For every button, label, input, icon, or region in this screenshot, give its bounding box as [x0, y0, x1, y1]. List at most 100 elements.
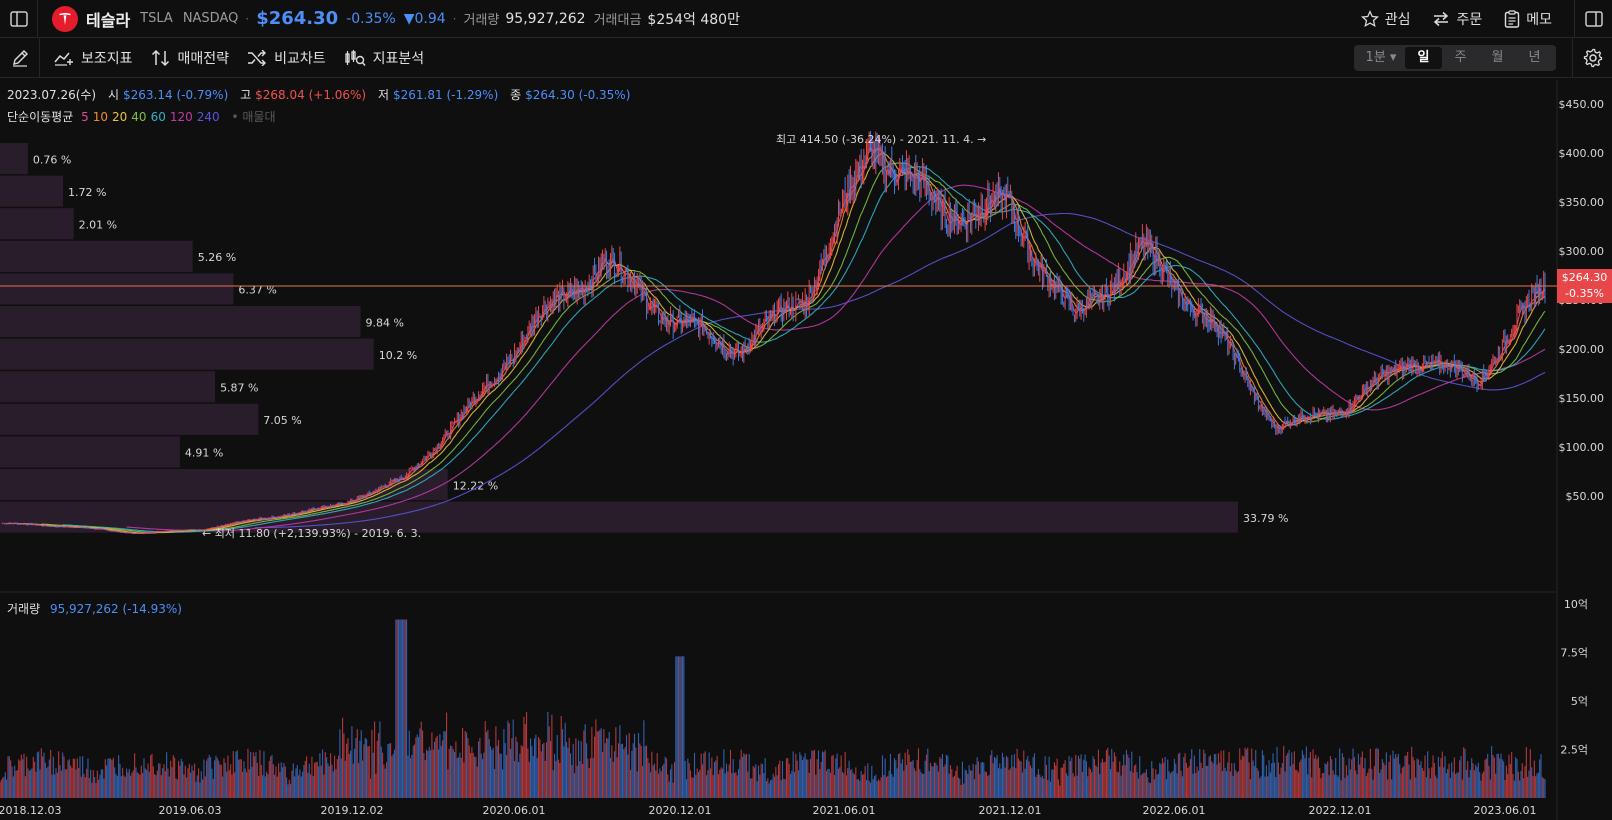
volume-label: 거래량	[463, 13, 500, 28]
sidebar-toggle-icon[interactable]	[0, 0, 38, 38]
trade-amount-value: $254억 480만	[647, 11, 740, 28]
badge-pct: -0.35%	[1565, 287, 1604, 300]
ma-line-60	[62, 166, 1546, 533]
ma-line-240	[254, 212, 1546, 529]
date-axis-tick: 2022.06.01	[1143, 804, 1206, 817]
volume-profile-label: 9.84 %	[366, 316, 404, 329]
price-axis-tick: $50.00	[1566, 490, 1605, 503]
period-1min-label: 1분	[1365, 50, 1386, 65]
volume-profile-label: 6.37 %	[238, 284, 276, 297]
trade-amount-label: 거래대금	[593, 13, 642, 28]
price-axis-tick: $400.00	[1559, 147, 1605, 160]
date-axis-tick: 2021.06.01	[813, 804, 876, 817]
volume-panel-value: 95,927,262 (-14.93%)	[49, 602, 182, 616]
top-bar: 테슬라 TSLA NASDAQ · $264.30 -0.35% ▼0.94 ·…	[0, 0, 1612, 38]
high-value: $268.04 (+1.06%)	[255, 88, 367, 102]
up-down-arrows-icon	[151, 49, 169, 66]
date-axis-tick: 2019.12.02	[321, 804, 384, 817]
ma-period-120: 120	[169, 110, 193, 124]
date-axis-tick: 2022.12.01	[1309, 804, 1372, 817]
shuffle-icon	[248, 49, 267, 66]
line-chart-plus-icon	[54, 52, 73, 66]
order-button[interactable]: 주문	[1432, 9, 1482, 29]
badge-price: $264.30	[1561, 271, 1608, 284]
separator-dot: ·	[452, 11, 457, 26]
change-amount: ▼0.94	[403, 10, 446, 27]
volume-profile-label: 1.72 %	[68, 186, 106, 199]
indicator-label: 보조지표	[81, 50, 133, 67]
volume-profile-bar	[0, 143, 28, 175]
strategy-button[interactable]: 매매전략	[151, 48, 230, 68]
current-price-badge: $264.30 -0.35%	[1557, 269, 1612, 303]
period-week[interactable]: 주	[1454, 50, 1467, 65]
volume-profile-bar	[0, 501, 1238, 533]
memo-label: 메모	[1526, 12, 1552, 28]
ma-periods: 5 10 20 40 60 120 240	[81, 110, 224, 124]
ma-suffix: • 매물대	[231, 110, 276, 124]
moving-average-legend[interactable]: 단순이동평균 5 10 20 40 60 120 240 • 매물대	[7, 108, 280, 125]
watchlist-label: 관심	[1384, 12, 1411, 28]
watchlist-button[interactable]: 관심	[1360, 9, 1411, 29]
open-value: $263.14 (-0.79%)	[123, 88, 229, 102]
drawing-pen-icon[interactable]	[0, 37, 40, 78]
indicator-button[interactable]: 보조지표	[54, 48, 133, 68]
order-label: 주문	[1456, 12, 1483, 28]
volume-profile-label: 0.76 %	[33, 153, 71, 166]
current-price: $264.30	[256, 8, 339, 29]
volume-profile-label: 12.22 %	[453, 479, 498, 492]
volume-profile-label: 4.91 %	[185, 447, 223, 460]
date-axis-tick: 2021.12.01	[979, 804, 1042, 817]
period-day[interactable]: 일	[1405, 47, 1442, 69]
right-panel-toggle-icon[interactable]	[1574, 0, 1612, 38]
date-axis-tick: 2023.06.01	[1474, 804, 1537, 817]
volume-profile-label: 7.05 %	[263, 414, 301, 427]
period-1min[interactable]: 1분 ▾	[1365, 50, 1397, 65]
volume-profile-bar	[0, 338, 374, 370]
ma-period-240: 240	[196, 110, 220, 124]
volume-panel-label: 거래량	[7, 602, 41, 616]
strategy-label: 매매전략	[177, 50, 230, 67]
swap-arrows-icon	[1434, 11, 1449, 27]
ma-label: 단순이동평균	[7, 110, 74, 124]
volume-profile-label: 10.2 %	[379, 349, 417, 362]
period-selector: 1분 ▾ 일 주 월 년	[1354, 45, 1556, 71]
volume-profile-bar	[0, 436, 180, 468]
compare-chart-button[interactable]: 비교차트	[247, 48, 326, 68]
low-annotation: ← 최저 11.80 (+2,139.93%) - 2019. 6. 3.	[202, 527, 421, 540]
volume-value: 95,927,262	[505, 10, 586, 27]
volume-profile-bar	[0, 469, 448, 501]
separator-dot: ·	[245, 11, 250, 26]
price-axis-tick: $300.00	[1559, 245, 1605, 258]
stock-name: 테슬라	[86, 10, 131, 30]
indicator-analysis-button[interactable]: 지표분석	[344, 48, 425, 68]
ma-period-10: 10	[92, 110, 108, 124]
ma-period-5: 5	[81, 110, 89, 124]
stock-symbol: TSLA	[140, 11, 173, 26]
volume-profile-bar	[0, 371, 216, 403]
volume-profile-bar	[0, 240, 193, 272]
date-axis-tick: 2019.06.03	[159, 804, 222, 817]
close-label: 종	[510, 88, 522, 102]
chart-toolbar: 보조지표 매매전략 비교차트 지표분석 1분 ▾ 일 주 월 년	[0, 37, 1612, 78]
volume-profile-label: 33.79 %	[1243, 512, 1288, 525]
indicator-analysis-label: 지표분석	[372, 50, 425, 67]
compare-chart-label: 비교차트	[274, 50, 326, 67]
volume-profile-bar	[0, 306, 361, 338]
volume-legend: 거래량 95,927,262 (-14.93%)	[7, 600, 182, 617]
period-month[interactable]: 월	[1491, 50, 1504, 65]
ma-period-20: 20	[112, 110, 128, 124]
date-axis-tick: 2018.12.03	[0, 804, 61, 817]
period-year[interactable]: 년	[1528, 50, 1541, 65]
ma-period-60: 60	[150, 110, 166, 124]
price-axis-tick: $150.00	[1559, 392, 1605, 405]
close-value: $264.30 (-0.35%)	[525, 88, 631, 102]
volume-axis-tick: 5억	[1571, 695, 1588, 708]
settings-gear-icon[interactable]	[1572, 38, 1612, 78]
ma-period-40: 40	[131, 110, 147, 124]
memo-button[interactable]: 메모	[1504, 9, 1552, 29]
ohlc-date: 2023.07.26(수)	[7, 88, 97, 102]
date-axis-tick: 2020.06.01	[483, 804, 546, 817]
tesla-logo-icon	[52, 5, 78, 32]
date-axis-tick: 2020.12.01	[649, 804, 712, 817]
